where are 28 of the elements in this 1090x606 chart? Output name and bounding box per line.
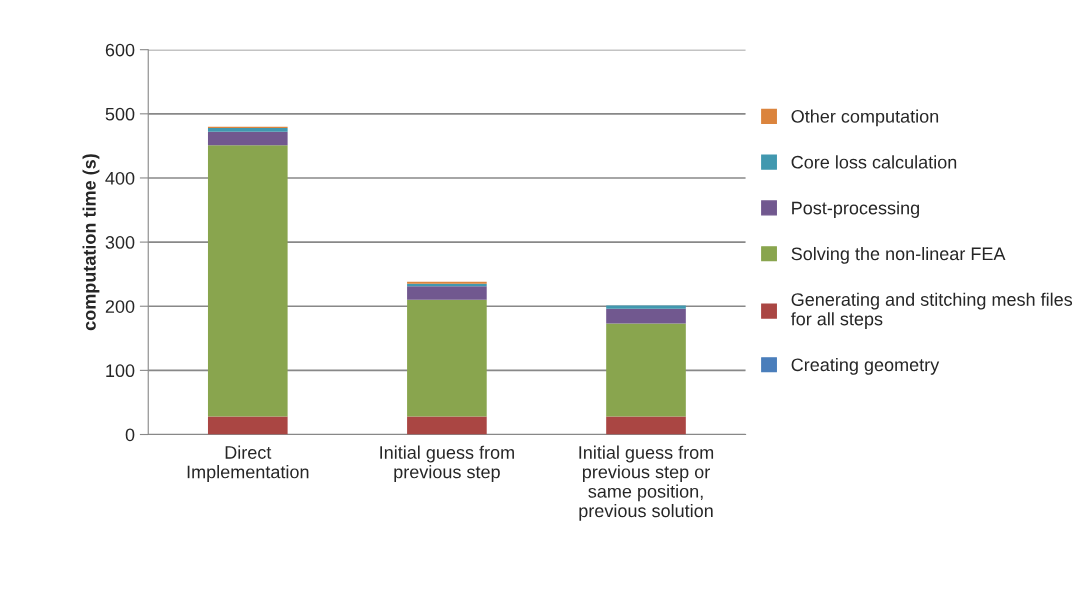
legend-label: Creating geometry xyxy=(791,357,940,375)
bar xyxy=(606,308,686,324)
bar xyxy=(407,286,487,300)
y-tick-label: 100 xyxy=(106,364,135,378)
bar xyxy=(606,305,686,309)
bar xyxy=(207,131,288,146)
bar xyxy=(606,323,686,417)
bar xyxy=(207,145,288,417)
x-tick-label: Initial guess from previous step or same position, previous solution xyxy=(579,445,714,521)
y-tick-label: 300 xyxy=(105,236,135,249)
x-tick-label: Direct Implementation xyxy=(187,445,309,482)
legend-label: Post-processing xyxy=(792,201,919,218)
legend-label: Solving the non-linear FEA xyxy=(791,246,1006,264)
legend-label: Other computation xyxy=(791,109,939,127)
x-tick-label: Initial guess from previous step xyxy=(380,445,514,482)
y-tick-label: 0 xyxy=(125,428,135,442)
bar xyxy=(207,416,288,435)
bar xyxy=(207,127,288,132)
y-tick-label: 600 xyxy=(105,43,135,57)
bar xyxy=(407,416,487,435)
legend-label: Generating and stitching mesh files for all steps xyxy=(790,292,1073,329)
y-tick-label: 500 xyxy=(105,107,135,121)
legend-label: Core loss calculation xyxy=(791,155,957,169)
y-tick-label: 200 xyxy=(105,300,135,313)
bar xyxy=(407,299,487,417)
y-axis-title: computation time (s) xyxy=(82,154,100,331)
bar xyxy=(606,416,686,435)
y-tick-label: 400 xyxy=(105,171,135,185)
